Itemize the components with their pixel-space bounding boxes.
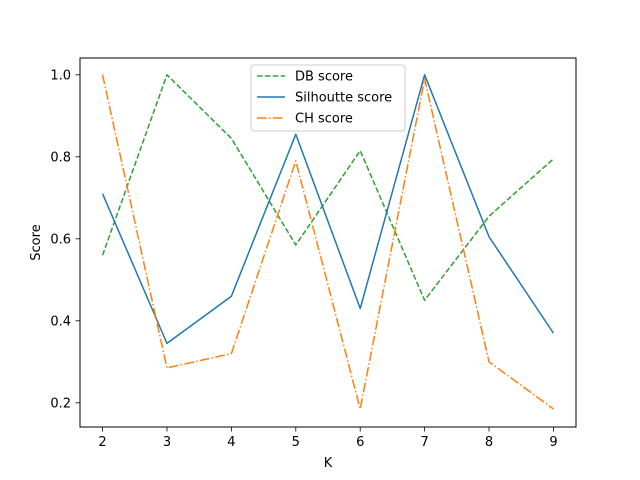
y-axis-label: Score xyxy=(29,224,44,260)
series-line-ch-score xyxy=(101,74,554,410)
x-tick-label: 3 xyxy=(163,435,171,450)
y-tick-label: 0.4 xyxy=(50,314,71,329)
x-tick-label: 7 xyxy=(420,435,428,450)
y-tick-label: 1.0 xyxy=(50,68,71,83)
x-tick-label: 2 xyxy=(98,435,106,450)
legend-label: DB score xyxy=(295,70,353,85)
legend-label: CH score xyxy=(295,112,353,127)
legend-label: Silhoutte score xyxy=(295,91,392,106)
y-tick-label: 0.8 xyxy=(50,150,71,165)
series-line-silhoutte-score xyxy=(101,74,555,345)
x-axis: 2 3 4 5 6 7 8 9 xyxy=(98,427,558,450)
x-tick-label: 4 xyxy=(227,435,235,450)
x-tick-label: 9 xyxy=(549,435,557,450)
y-tick-label: 0.2 xyxy=(50,396,71,411)
y-tick-label: 0.6 xyxy=(50,232,71,247)
x-tick-label: 8 xyxy=(485,435,493,450)
plot-frame xyxy=(79,57,577,428)
x-tick-label: 6 xyxy=(356,435,364,450)
legend: DB score Silhoutte score CH score xyxy=(250,64,406,132)
legend-box xyxy=(250,64,406,132)
series-line-db-score xyxy=(101,74,554,302)
x-tick-label: 5 xyxy=(292,435,300,450)
x-axis-label: K xyxy=(324,456,333,471)
series-layer xyxy=(101,74,555,410)
y-axis: 0.2 0.4 0.6 0.8 1.0 xyxy=(50,68,80,411)
